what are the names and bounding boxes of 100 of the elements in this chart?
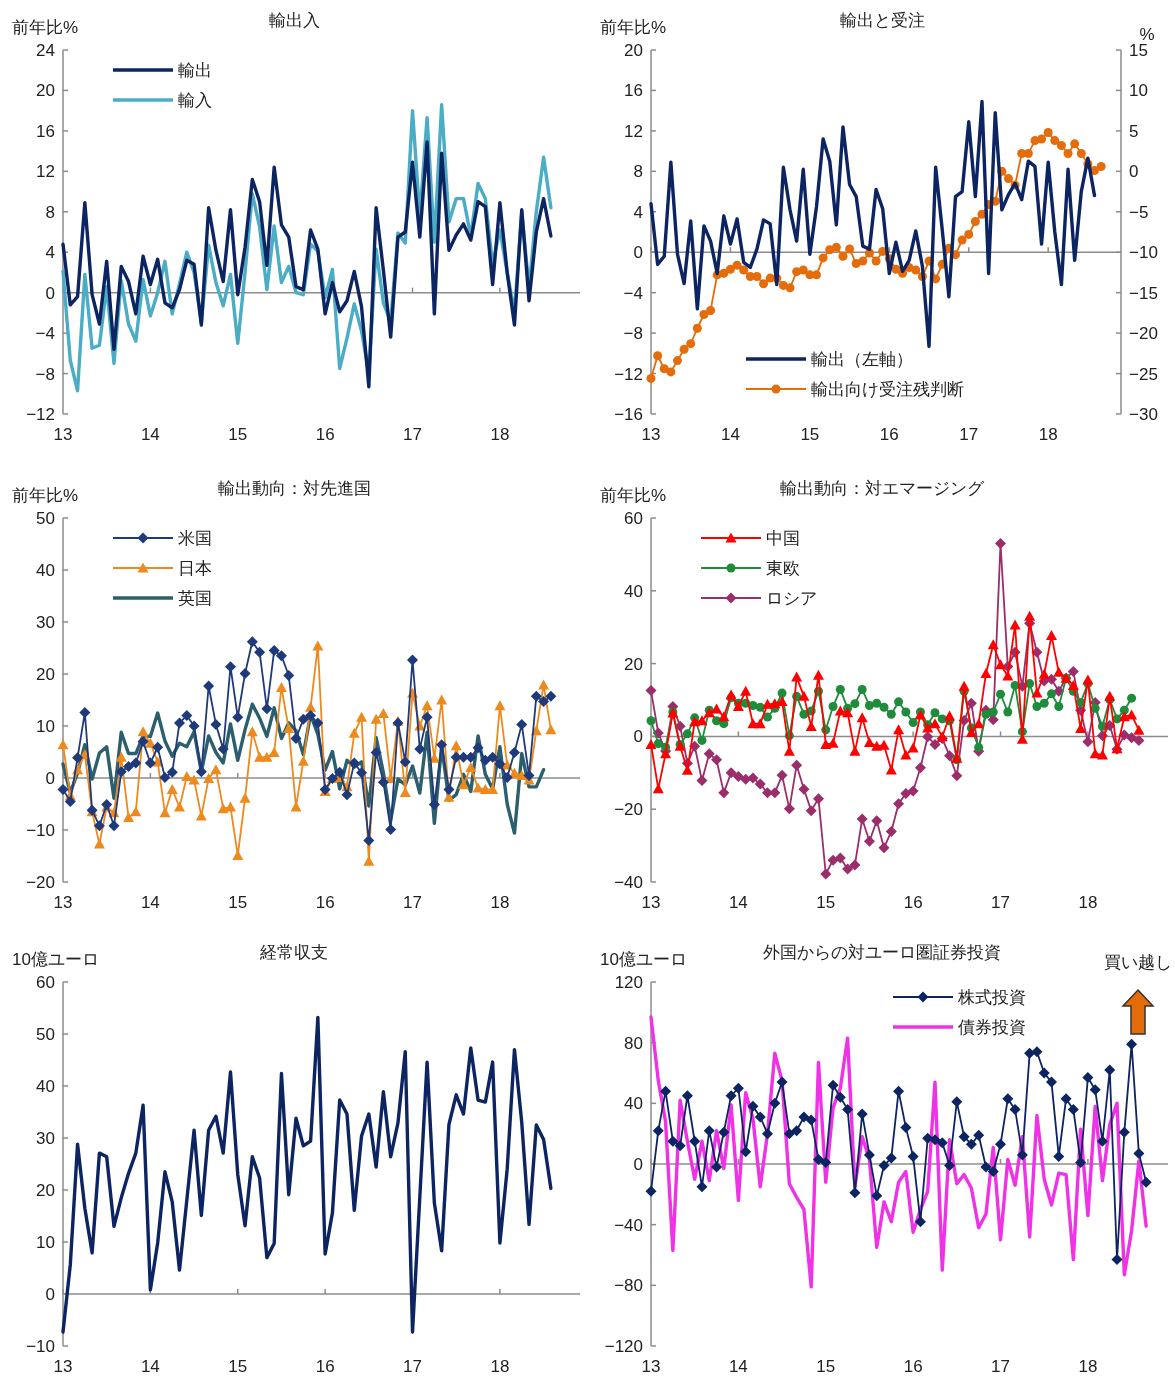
- legend-label: 米国: [178, 529, 212, 548]
- x-tick-label: 16: [879, 425, 899, 444]
- x-tick-label: 14: [140, 893, 160, 912]
- x-tick-label: 17: [991, 1357, 1010, 1376]
- x-tick-label: 18: [490, 425, 510, 444]
- x-tick-label: 18: [490, 1357, 510, 1376]
- chart-title: 外国からの対ユーロ圏証券投資: [763, 943, 1001, 962]
- y-tick-label: 12: [624, 121, 643, 141]
- y-tick-label: −12: [614, 364, 643, 384]
- x-tick-label: 13: [641, 1357, 661, 1376]
- y-tick-label: −40: [614, 1215, 643, 1235]
- x-tick-label: 15: [816, 893, 836, 912]
- x-tick-label: 13: [53, 893, 73, 912]
- x-tick-label: 14: [728, 893, 748, 912]
- x-tick-label: 14: [728, 1357, 748, 1376]
- y2-tick-label: −30: [1129, 405, 1158, 424]
- y-tick-label: 20: [624, 41, 643, 60]
- y-tick-label: −16: [614, 405, 643, 424]
- x-tick-label: 15: [228, 425, 248, 444]
- x-tick-label: 16: [315, 425, 335, 444]
- y2-tick-label: −15: [1129, 283, 1158, 303]
- x-tick-label: 18: [490, 893, 510, 912]
- y-tick-label: −10: [26, 821, 55, 840]
- y2-axis-title: %: [1139, 25, 1155, 44]
- legend-label: 輸出: [178, 61, 212, 80]
- y-axis-title: 10億ユーロ: [600, 950, 687, 969]
- x-tick-label: 18: [1078, 1357, 1098, 1376]
- legend-label: 株式投資: [957, 988, 1026, 1007]
- y-tick-label: −120: [604, 1337, 643, 1356]
- x-tick-label: 14: [720, 425, 740, 444]
- x-tick-label: 16: [315, 1357, 335, 1376]
- y-tick-label: 30: [36, 1129, 55, 1148]
- chart-title: 輸出動向：対エマージング: [780, 479, 985, 498]
- y-axis-title: 10億ユーロ: [12, 950, 99, 969]
- y-tick-label: 10: [36, 717, 55, 736]
- y-tick-label: −40: [614, 873, 643, 892]
- x-tick-label: 15: [228, 893, 248, 912]
- x-tick-label: 16: [903, 1357, 923, 1376]
- y-tick-label: 16: [624, 81, 643, 101]
- y-tick-label: 0: [45, 769, 55, 788]
- legend-label: 英国: [178, 589, 212, 608]
- y2-tick-label: 15: [1129, 41, 1148, 60]
- x-tick-label: 18: [1038, 425, 1058, 444]
- legend-label: 中国: [766, 529, 800, 548]
- y-tick-label: 50: [36, 509, 55, 528]
- x-tick-label: 13: [641, 893, 661, 912]
- chart-title: 経常収支: [259, 943, 328, 962]
- x-tick-label: 13: [53, 425, 73, 444]
- y2-tick-label: −20: [1129, 324, 1158, 344]
- legend-label: 日本: [178, 559, 212, 578]
- y-tick-label: −8: [623, 324, 643, 344]
- y2-tick-label: 0: [1129, 162, 1139, 182]
- y-tick-label: −80: [614, 1276, 643, 1296]
- y-tick-label: 4: [633, 202, 643, 222]
- x-tick-label: 17: [959, 425, 979, 444]
- x-tick-label: 17: [403, 425, 422, 444]
- y-tick-label: 0: [45, 283, 55, 303]
- y-tick-label: 120: [614, 973, 643, 992]
- y-tick-label: −8: [35, 364, 55, 384]
- legend-label: 東欧: [766, 559, 800, 578]
- line-series: [649, 1015, 1148, 1289]
- y-tick-label: 12: [36, 162, 55, 182]
- x-tick-label: 15: [816, 1357, 836, 1376]
- y-tick-label: 8: [633, 162, 643, 182]
- y-tick-label: 0: [633, 727, 643, 747]
- y-tick-label: 0: [633, 1155, 643, 1174]
- x-tick-label: 15: [800, 425, 820, 444]
- y-tick-label: −10: [26, 1337, 55, 1356]
- y-tick-label: −20: [614, 800, 643, 820]
- y-tick-label: −12: [26, 405, 55, 424]
- y-tick-label: 40: [36, 1077, 55, 1096]
- x-tick-label: 18: [1078, 893, 1098, 912]
- y-tick-label: 20: [36, 81, 55, 101]
- chart-title: 輸出動向：対先進国: [217, 479, 371, 498]
- y2-tick-label: −10: [1129, 243, 1158, 263]
- y-tick-label: 80: [624, 1033, 643, 1053]
- y-tick-label: 24: [36, 41, 55, 60]
- line-series: [649, 99, 1097, 348]
- y2-tick-label: 5: [1129, 121, 1139, 141]
- y-tick-label: 20: [624, 654, 643, 674]
- x-tick-label: 17: [991, 893, 1010, 912]
- y-tick-label: 16: [36, 121, 55, 141]
- y-tick-label: 10: [36, 1233, 55, 1252]
- x-tick-label: 16: [315, 893, 335, 912]
- y-axis-title: 前年比%: [12, 18, 79, 37]
- legend-label: ロシア: [766, 589, 817, 608]
- y-tick-label: 40: [36, 561, 55, 580]
- y-tick-label: 40: [624, 1094, 643, 1114]
- y-tick-label: 4: [45, 243, 55, 263]
- legend-label: 輸入: [178, 91, 212, 110]
- y-axis-title: 前年比%: [600, 18, 667, 37]
- y2-tick-label: −25: [1129, 364, 1158, 384]
- y-tick-label: 30: [36, 613, 55, 632]
- x-tick-label: 15: [228, 1357, 248, 1376]
- y-tick-label: 60: [36, 973, 55, 992]
- legend-label: 輸出（左軸）: [811, 350, 913, 369]
- x-tick-label: 14: [140, 425, 160, 444]
- y-axis-title: 前年比%: [12, 486, 79, 505]
- y2-tick-label: −5: [1129, 202, 1149, 222]
- legend-label: 輸出向け受注残判断: [811, 380, 964, 399]
